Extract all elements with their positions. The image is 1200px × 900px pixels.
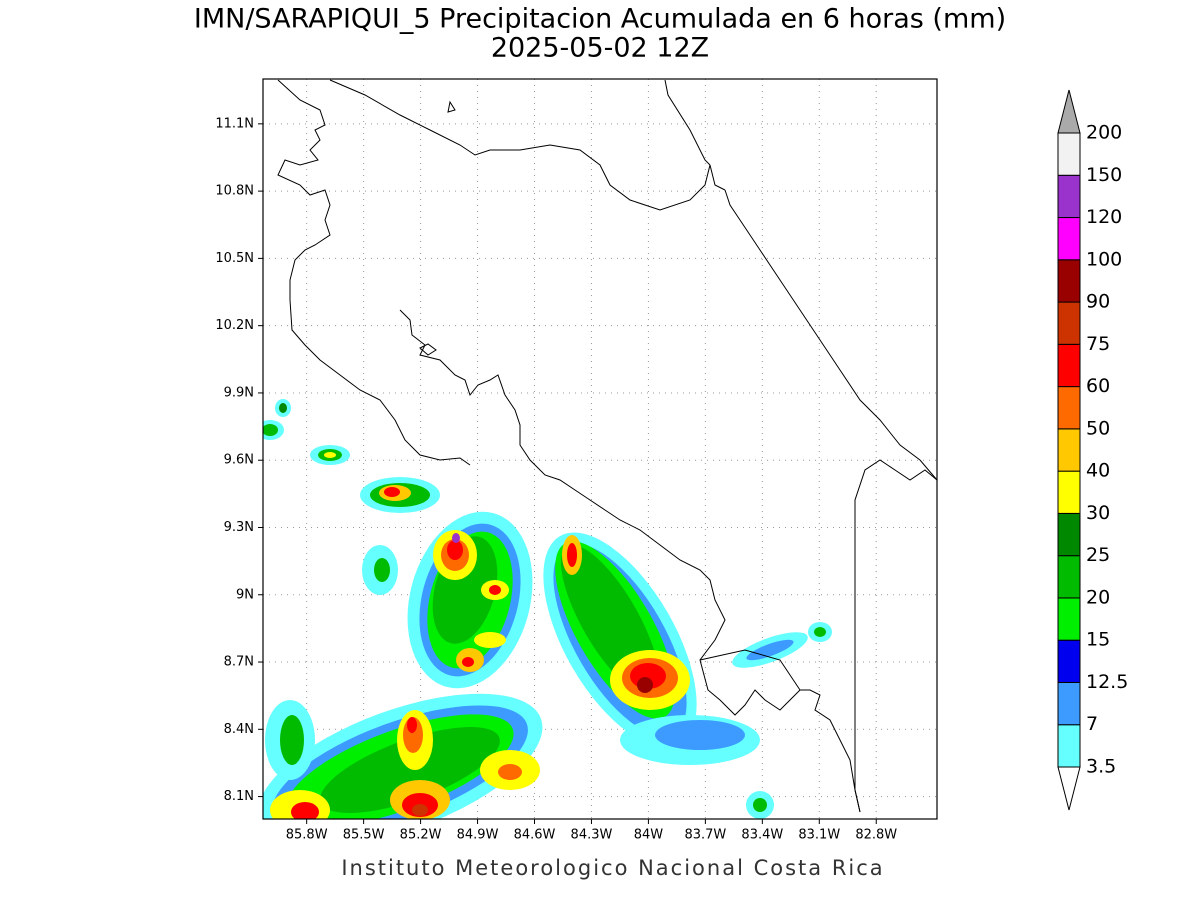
- axis-ticks: 85.8W 85.5W 85.2W 84.9W 84.6W 84.3W 84W 83.7W 83…: [215, 116, 897, 842]
- x-tick-label: 84.3W: [571, 828, 613, 843]
- colorbar-label: 120: [1086, 206, 1122, 228]
- colorbar-box: [1057, 597, 1081, 641]
- colorbar-box: [1057, 639, 1081, 683]
- colorbar-label: 12.5: [1086, 671, 1128, 693]
- coastlines: [277, 79, 938, 813]
- colorbar: 3.5 7 12.5 15 20 25 30 40 50 60 75 90 100 120 150 200: [1057, 89, 1128, 811]
- colorbar-box: [1057, 512, 1081, 557]
- colorbar-box: [1057, 132, 1081, 176]
- colorbar-box: [1057, 301, 1081, 345]
- x-tick-label: 85.5W: [343, 828, 385, 843]
- x-tick-label: 82.8W: [855, 828, 897, 843]
- colorbar-label: 150: [1086, 164, 1122, 186]
- y-tick-label: 8.4N: [224, 722, 254, 737]
- colorbar-box: [1057, 259, 1081, 303]
- colorbar-over: [1057, 89, 1081, 134]
- y-tick-label: 9.9N: [224, 385, 254, 400]
- x-tick-label: 83.7W: [684, 828, 726, 843]
- map-frame: [262, 78, 938, 820]
- rain-area: [263, 399, 440, 595]
- colorbar-label: 200: [1086, 122, 1122, 144]
- colorbar-label: 3.5: [1086, 756, 1116, 778]
- y-tick-label: 8.1N: [224, 789, 254, 804]
- precipitation-field: [263, 399, 832, 819]
- colorbar-box: [1057, 555, 1081, 599]
- colorbar-label: 30: [1086, 502, 1110, 524]
- y-tick-label: 10.2N: [215, 318, 254, 333]
- x-tick-label: 83.1W: [798, 828, 840, 843]
- colorbar-box: [1057, 428, 1081, 472]
- colorbar-label: 25: [1086, 544, 1110, 566]
- grid: [263, 79, 937, 819]
- title: IMN/SARAPIQUI_5 Precipitacion Acumulada …: [194, 4, 1006, 35]
- y-tick-label: 8.7N: [224, 655, 254, 670]
- x-tick-label: 85.8W: [286, 828, 328, 843]
- rain-area: [407, 511, 533, 689]
- colorbar-label: 40: [1086, 460, 1110, 482]
- colorbar-label: 7: [1086, 713, 1098, 735]
- colorbar-label: 15: [1086, 629, 1110, 651]
- colorbar-box: [1057, 343, 1081, 388]
- y-tick-label: 11.1N: [215, 116, 254, 131]
- colorbar-box: [1057, 724, 1081, 768]
- x-tick-label: 84.6W: [514, 828, 556, 843]
- y-tick-label: 9N: [236, 587, 254, 602]
- colorbar-label: 90: [1086, 291, 1110, 313]
- footer: Instituto Meteorologico Nacional Costa R…: [341, 856, 884, 880]
- y-tick-label: 9.6N: [224, 453, 254, 468]
- rain-area: [263, 693, 543, 819]
- colorbar-label: 50: [1086, 417, 1110, 439]
- colorbar-box: [1057, 470, 1081, 514]
- colorbar-label: 20: [1086, 586, 1110, 608]
- colorbar-label: 75: [1086, 333, 1110, 355]
- y-tick-label: 9.3N: [224, 520, 254, 535]
- x-tick-label: 84.9W: [457, 828, 499, 843]
- colorbar-box: [1057, 174, 1081, 219]
- y-tick-label: 10.8N: [215, 184, 254, 199]
- subtitle: 2025-05-02 12Z: [491, 33, 709, 64]
- rain-area: [543, 532, 832, 819]
- colorbar-box: [1057, 217, 1081, 261]
- colorbar-label: 100: [1086, 248, 1122, 270]
- x-tick-label: 83.4W: [741, 828, 783, 843]
- colorbar-under: [1057, 766, 1081, 811]
- colorbar-label: 60: [1086, 375, 1110, 397]
- x-tick-label: 84W: [634, 828, 664, 843]
- colorbar-box: [1057, 386, 1081, 430]
- y-tick-label: 10.5N: [215, 251, 254, 266]
- x-tick-label: 85.2W: [400, 828, 442, 843]
- colorbar-box: [1057, 681, 1081, 726]
